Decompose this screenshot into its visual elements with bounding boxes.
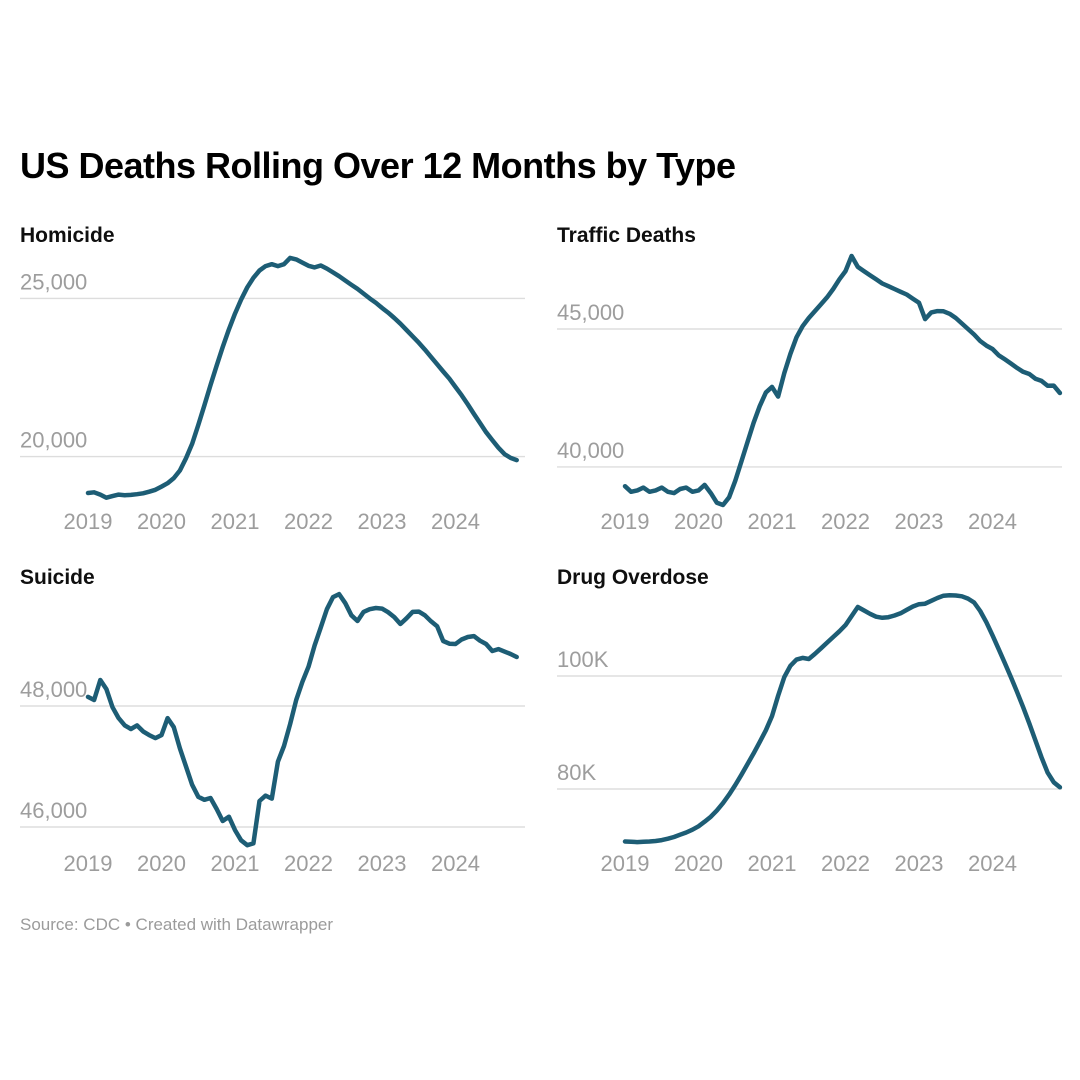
y-axis-tick-label: 20,000 [20, 428, 87, 453]
x-axis-tick-label: 2019 [64, 851, 113, 876]
series-line [622, 253, 1063, 508]
x-axis-tick-label: 2019 [601, 509, 650, 534]
series-line [622, 592, 1063, 845]
x-axis-tick-label: 2022 [821, 509, 870, 534]
page-title: US Deaths Rolling Over 12 Months by Type [20, 145, 736, 186]
chart-title-suicide: Suicide [20, 566, 95, 589]
x-axis-tick-label: 2023 [358, 851, 407, 876]
series-line [85, 255, 519, 500]
x-axis-tick-label: 2020 [137, 851, 186, 876]
traffic-deaths-line-chart: 45,000 40,000 2019 2020 2021 2022 2023 2024 [557, 253, 1063, 534]
x-axis-tick-label: 2022 [284, 509, 333, 534]
chart-panel-homicide: Homicide 25,000 20,000 2019 2020 2021 2022 202… [20, 224, 525, 541]
x-axis-tick-label: 2022 [284, 851, 333, 876]
chart-title-homicide: Homicide [20, 224, 115, 247]
y-axis-tick-label: 45,000 [557, 300, 624, 325]
small-multiples-grid: Homicide 25,000 20,000 2019 2020 2021 2022 202… [20, 224, 1063, 883]
x-axis-tick-label: 2021 [748, 851, 797, 876]
y-axis-tick-label: 48,000 [20, 677, 87, 702]
x-axis-tick-label: 2021 [211, 509, 260, 534]
x-axis-tick-label: 2019 [601, 851, 650, 876]
x-axis-tick-label: 2021 [211, 851, 260, 876]
x-axis-tick-label: 2022 [821, 851, 870, 876]
y-axis-tick-label: 46,000 [20, 798, 87, 823]
y-axis-tick-label: 100K [557, 647, 609, 672]
x-axis-tick-label: 2019 [64, 509, 113, 534]
x-axis-tick-label: 2024 [968, 851, 1017, 876]
x-axis-tick-label: 2023 [895, 509, 944, 534]
x-axis-tick-label: 2024 [431, 851, 480, 876]
chart-title-traffic-deaths: Traffic Deaths [557, 224, 696, 247]
x-axis-tick-label: 2024 [968, 509, 1017, 534]
x-axis-tick-label: 2020 [137, 509, 186, 534]
chart-panel-suicide: Suicide 48,000 46,000 2019 2020 2021 2022 2023… [20, 566, 525, 883]
homicide-line-chart: 25,000 20,000 2019 2020 2021 2022 2023 2024 [20, 255, 525, 534]
suicide-line-chart: 48,000 46,000 2019 2020 2021 2022 2023 2024 [20, 591, 525, 876]
x-axis-tick-label: 2020 [674, 851, 723, 876]
series-line [85, 591, 519, 848]
y-axis-tick-label: 40,000 [557, 438, 624, 463]
y-axis-tick-label: 25,000 [20, 269, 87, 294]
y-axis-tick-label: 80K [557, 760, 596, 785]
chart-panel-traffic-deaths: Traffic Deaths 45,000 40,000 2019 2020 2021 2… [557, 224, 1063, 541]
source-note: Source: CDC • Created with Datawrapper [20, 915, 334, 934]
chart-panel-drug-overdose: Drug Overdose 100K 80K 2019 2020 2021 2022 202… [557, 566, 1063, 883]
x-axis-tick-label: 2023 [358, 509, 407, 534]
x-axis-tick-label: 2024 [431, 509, 480, 534]
x-axis-tick-label: 2020 [674, 509, 723, 534]
chart-title-drug-overdose: Drug Overdose [557, 566, 709, 589]
x-axis-tick-label: 2021 [748, 509, 797, 534]
x-axis-tick-label: 2023 [895, 851, 944, 876]
drug-overdose-line-chart: 100K 80K 2019 2020 2021 2022 2023 2024 [557, 592, 1063, 876]
